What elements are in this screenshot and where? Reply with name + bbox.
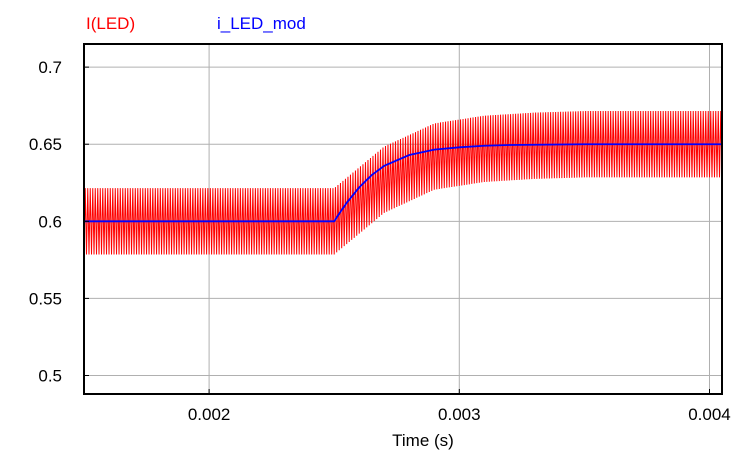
legend: I(LED) i_LED_mod — [86, 14, 306, 33]
x-axis: 0.002 0.003 0.004 — [188, 389, 731, 424]
y-tick-label: 0.7 — [38, 58, 62, 77]
y-tick-label: 0.6 — [38, 212, 62, 231]
y-axis: 0.5 0.55 0.6 0.65 0.7 — [29, 58, 89, 385]
series-line-i-led — [84, 111, 722, 255]
y-tick-label: 0.55 — [29, 289, 62, 308]
y-tick-label: 0.5 — [38, 366, 62, 385]
x-tick-label: 0.003 — [438, 405, 481, 424]
y-tick-label: 0.65 — [29, 135, 62, 154]
legend-entry-i-led-mod: i_LED_mod — [217, 14, 306, 33]
x-tick-label: 0.004 — [688, 405, 731, 424]
x-tick-label: 0.002 — [188, 405, 231, 424]
series-line-i-led-mod — [84, 143, 722, 223]
x-axis-label: Time (s) — [392, 431, 454, 450]
plot-frame — [83, 43, 723, 395]
plot-area — [84, 111, 722, 255]
legend-entry-i-led: I(LED) — [86, 14, 135, 33]
